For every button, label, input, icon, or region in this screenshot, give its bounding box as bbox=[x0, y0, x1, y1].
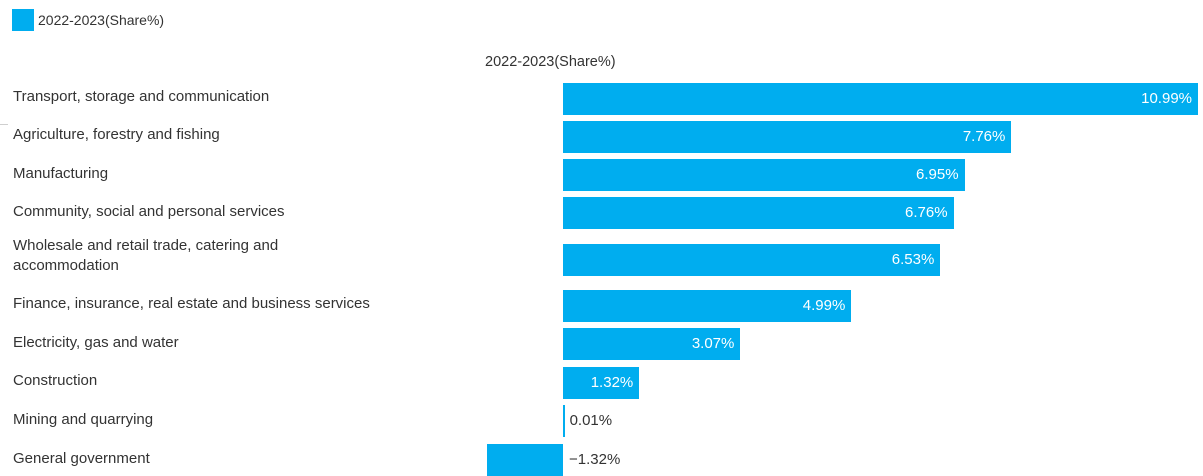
axis-tick bbox=[0, 124, 8, 125]
category-label: Wholesale and retail trade, catering and… bbox=[13, 236, 373, 276]
data-label: 4.99% bbox=[563, 296, 845, 316]
category-label: Transport, storage and communication bbox=[13, 87, 483, 107]
category-label: Manufacturing bbox=[13, 164, 483, 184]
data-label: 3.07% bbox=[563, 334, 734, 354]
bar bbox=[487, 444, 563, 476]
data-label: 0.01% bbox=[570, 411, 613, 431]
data-label: 10.99% bbox=[563, 89, 1192, 109]
legend-label: 2022-2023(Share%) bbox=[38, 12, 164, 28]
data-label: 6.53% bbox=[563, 250, 934, 270]
category-label: Electricity, gas and water bbox=[13, 333, 483, 353]
category-label: Community, social and personal services bbox=[13, 202, 483, 222]
bar bbox=[563, 405, 565, 437]
category-label: Mining and quarrying bbox=[13, 410, 483, 430]
column-header: 2022-2023(Share%) bbox=[485, 54, 616, 70]
data-label: −1.32% bbox=[569, 450, 620, 470]
data-label: 6.76% bbox=[563, 203, 948, 223]
data-label: 7.76% bbox=[563, 127, 1005, 147]
category-label: General government bbox=[13, 449, 483, 469]
data-label: 1.32% bbox=[563, 373, 633, 393]
data-label: 6.95% bbox=[563, 165, 959, 185]
legend: 2022-2023(Share%) bbox=[12, 9, 164, 31]
category-label: Construction bbox=[13, 371, 483, 391]
category-label: Finance, insurance, real estate and busi… bbox=[13, 294, 483, 314]
category-label: Agriculture, forestry and fishing bbox=[13, 125, 483, 145]
legend-swatch bbox=[12, 9, 34, 31]
